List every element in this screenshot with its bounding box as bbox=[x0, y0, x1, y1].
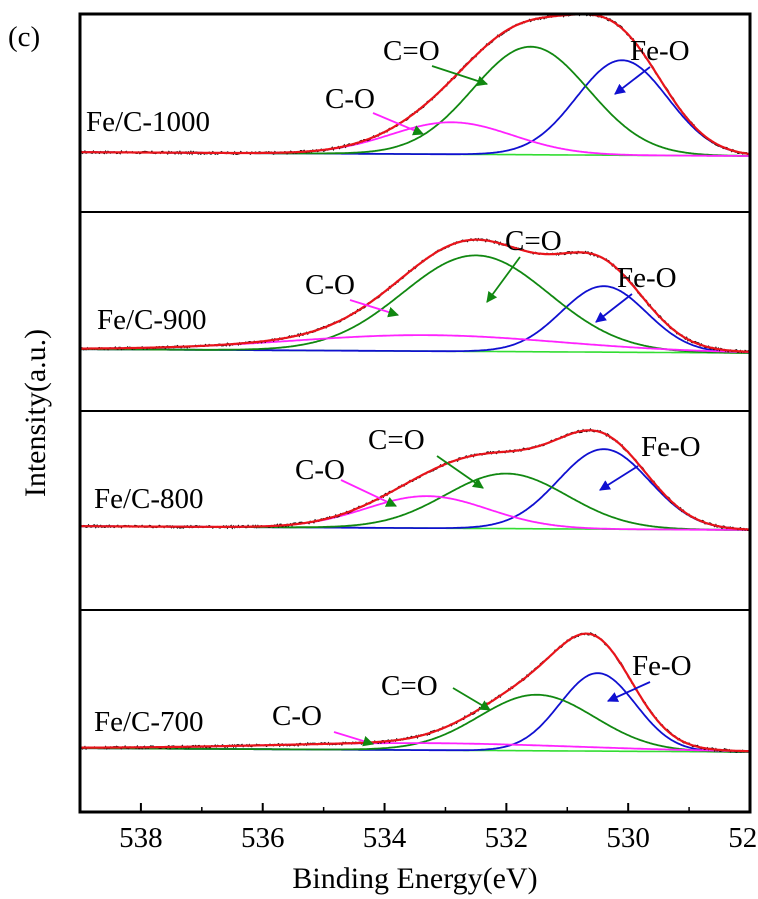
annotation-arrow bbox=[333, 731, 375, 747]
annotation-arrow bbox=[372, 112, 424, 136]
x-axis: 538 536 534 532 530 528 bbox=[79, 803, 758, 854]
annotation-co: C=O bbox=[505, 225, 562, 257]
annotation-co: C=O bbox=[368, 424, 425, 456]
panel-label: (c) bbox=[8, 21, 40, 53]
annotation-co: C-O bbox=[272, 700, 322, 732]
annotation-feo: Fe-O bbox=[641, 431, 701, 463]
y-axis-label: Intensity(a.u.) bbox=[19, 329, 52, 497]
annotation-co: C-O bbox=[325, 83, 375, 115]
x-tick-label: 534 bbox=[363, 822, 407, 854]
x-axis-label: Binding Energy(eV) bbox=[292, 862, 537, 895]
annotation-arrow bbox=[452, 687, 491, 711]
fit-envelope-line bbox=[79, 429, 750, 531]
x-tick-label: 528 bbox=[728, 822, 758, 854]
fit-envelope-line bbox=[80, 632, 751, 753]
annotation-arrow bbox=[349, 299, 400, 318]
peak-co bbox=[79, 254, 750, 354]
panel-4: Fe/C-700 C=O Fe-O C-O bbox=[79, 632, 751, 753]
annotation-co: C-O bbox=[305, 269, 355, 301]
x-tick-label: 538 bbox=[119, 822, 163, 854]
annotation-feo: Fe-O bbox=[632, 650, 692, 682]
annotation-co: C=O bbox=[381, 670, 438, 702]
plot-frame bbox=[78, 12, 752, 814]
annotation-arrow bbox=[436, 455, 484, 489]
x-tick-label: 532 bbox=[485, 822, 529, 854]
panel-3: Fe/C-800 C=O Fe-O C-O bbox=[79, 424, 751, 532]
annotation-arrow bbox=[607, 681, 651, 702]
annotation-arrow bbox=[340, 479, 397, 507]
sample-label: Fe/C-700 bbox=[94, 706, 204, 738]
annotation-arrow bbox=[599, 465, 639, 491]
x-tick-label: 530 bbox=[606, 822, 650, 854]
sample-label: Fe/C-800 bbox=[94, 483, 204, 515]
panel-2: Fe/C-900 C=O Fe-O C-O bbox=[79, 225, 751, 354]
fit-envelope-line bbox=[80, 238, 751, 353]
fit-envelope-line bbox=[79, 13, 751, 156]
panel-1: Fe/C-1000 C=O Fe-O C-O bbox=[79, 12, 751, 157]
annotation-co: C=O bbox=[383, 35, 440, 67]
annotation-arrow bbox=[486, 256, 521, 303]
annotation-arrow bbox=[431, 65, 489, 87]
sample-label: Fe/C-1000 bbox=[86, 106, 210, 138]
annotation-co: C-O bbox=[295, 454, 345, 486]
annotation-feo: Fe-O bbox=[617, 262, 677, 294]
sample-label: Fe/C-900 bbox=[97, 304, 207, 336]
x-tick-label: 536 bbox=[241, 822, 285, 854]
annotation-feo: Fe-O bbox=[630, 35, 690, 67]
annotation-arrow bbox=[595, 293, 633, 323]
annotation-arrow bbox=[614, 66, 651, 95]
